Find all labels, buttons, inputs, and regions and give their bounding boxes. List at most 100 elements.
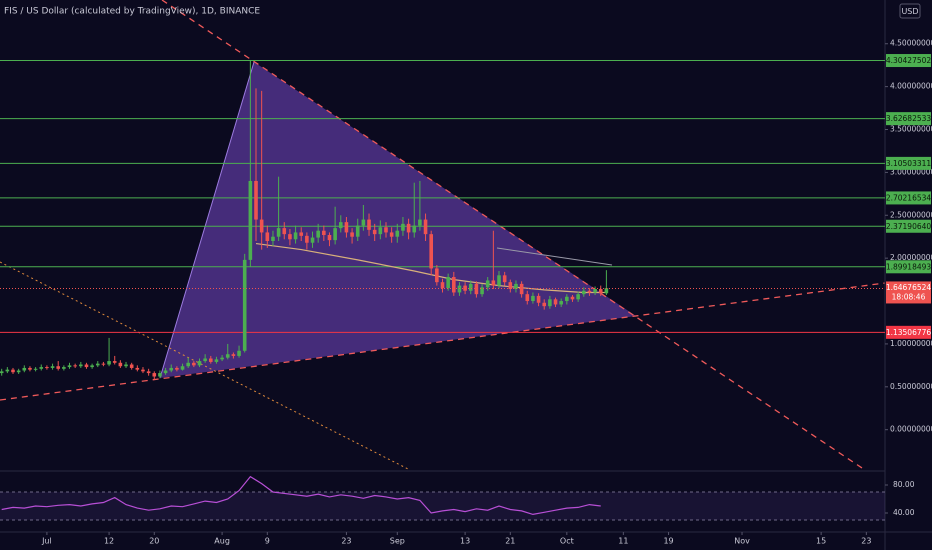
- candle-body: [305, 235, 309, 243]
- level-label: 1.13506776: [886, 328, 932, 337]
- candle-body: [208, 358, 213, 362]
- candle-body: [491, 280, 496, 286]
- candle-body: [542, 302, 547, 307]
- candle-body: [536, 295, 541, 303]
- candle-body: [152, 373, 157, 377]
- candle-body: [327, 235, 332, 241]
- candle-body: [141, 369, 145, 372]
- drawings: [0, 0, 886, 471]
- candle-body: [525, 294, 530, 302]
- candle-body: [254, 180, 258, 220]
- level-label-box: [886, 156, 931, 170]
- candle-body: [576, 294, 580, 300]
- currency-box: [899, 3, 921, 19]
- candle-body: [502, 275, 507, 283]
- candle-body: [299, 232, 304, 236]
- y-tick-label: 0.50000000: [890, 382, 932, 391]
- x-tick-label: 21: [505, 537, 515, 546]
- trend-line: [0, 282, 886, 401]
- trend-line: [161, 0, 866, 471]
- candle-body: [16, 370, 21, 373]
- currency: USD: [901, 7, 918, 16]
- candle-body: [112, 361, 117, 363]
- candle-body: [28, 367, 32, 370]
- candle-body: [565, 296, 569, 302]
- candle-body: [310, 237, 315, 243]
- y-tick-label: 1.00000000: [890, 339, 932, 348]
- candle-body: [401, 223, 405, 231]
- candle-body: [429, 234, 433, 269]
- candle-body: [158, 373, 162, 377]
- candle-body: [242, 259, 247, 351]
- level-label-box: [886, 191, 931, 205]
- candle-body: [265, 232, 270, 242]
- candle-body: [480, 287, 484, 295]
- candle-body: [11, 369, 15, 373]
- x-tick-label: 12: [104, 537, 114, 546]
- x-tick-label: Oct: [560, 537, 574, 546]
- candle-body: [514, 283, 518, 290]
- level-label: 3.10503311: [886, 159, 932, 168]
- candle-body: [237, 350, 241, 356]
- candle-body: [457, 285, 462, 293]
- x-tick-label: 19: [663, 537, 673, 546]
- candle-body: [225, 354, 230, 358]
- x-tick-label: 23: [341, 537, 351, 546]
- candle-body: [333, 228, 337, 241]
- candle-body: [259, 219, 264, 233]
- y-tick-label: 3.00000000: [890, 167, 932, 176]
- candle-body: [322, 230, 326, 235]
- candle-body: [197, 361, 202, 366]
- x-tick-label: 23: [861, 537, 871, 546]
- candle-body: [45, 367, 49, 369]
- x-tick-label: 13: [460, 537, 470, 546]
- candle-body: [344, 222, 349, 233]
- last-price-box: [886, 281, 931, 304]
- candle-body: [355, 225, 360, 237]
- level-label: 1.89918493: [886, 262, 932, 271]
- candle-body: [129, 364, 134, 368]
- candle-body: [276, 228, 281, 237]
- candle-body: [406, 223, 411, 233]
- candle-body: [84, 364, 89, 368]
- y-tick-label: 2.00000000: [890, 253, 932, 262]
- candle-body: [50, 366, 55, 368]
- candle-body: [338, 222, 343, 229]
- candle-body: [169, 367, 174, 371]
- candle-body: [553, 299, 558, 305]
- candle-body: [418, 219, 422, 226]
- candle-body: [220, 357, 224, 360]
- rsi-tick-label: 40.00: [893, 508, 915, 517]
- candle-body: [282, 228, 287, 235]
- candle-body: [395, 230, 400, 237]
- level-label: 2.37190640: [886, 222, 932, 231]
- level-label: 4.30427502: [886, 56, 932, 65]
- candle-body: [435, 268, 439, 283]
- level-label: 3.62682533: [886, 114, 932, 123]
- candle-body: [180, 366, 185, 370]
- candle-body: [101, 363, 106, 365]
- y-tick-label: 2.50000000: [890, 210, 932, 219]
- candle-body: [485, 280, 490, 288]
- candle-body: [587, 290, 592, 293]
- candle-body: [192, 362, 196, 366]
- candle-body: [231, 354, 236, 356]
- y-tick-label: 0.00000000: [890, 425, 932, 434]
- trend-line: [496, 247, 613, 266]
- triangle-pattern: [160, 62, 636, 378]
- y-tick-label: 4.00000000: [890, 82, 932, 91]
- candle-body: [361, 219, 366, 226]
- candle-body: [468, 283, 473, 291]
- candle-body: [508, 282, 513, 290]
- candle-body: [412, 225, 417, 233]
- candle-body: [90, 365, 94, 368]
- y-tick-label: 3.50000000: [890, 125, 932, 134]
- y-tick-label: 4.50000000: [890, 39, 932, 48]
- triangle-edge: [159, 61, 255, 379]
- candle-body: [372, 229, 377, 235]
- trend-line: [0, 261, 411, 471]
- candle-body: [39, 367, 44, 369]
- candle-body: [186, 362, 190, 367]
